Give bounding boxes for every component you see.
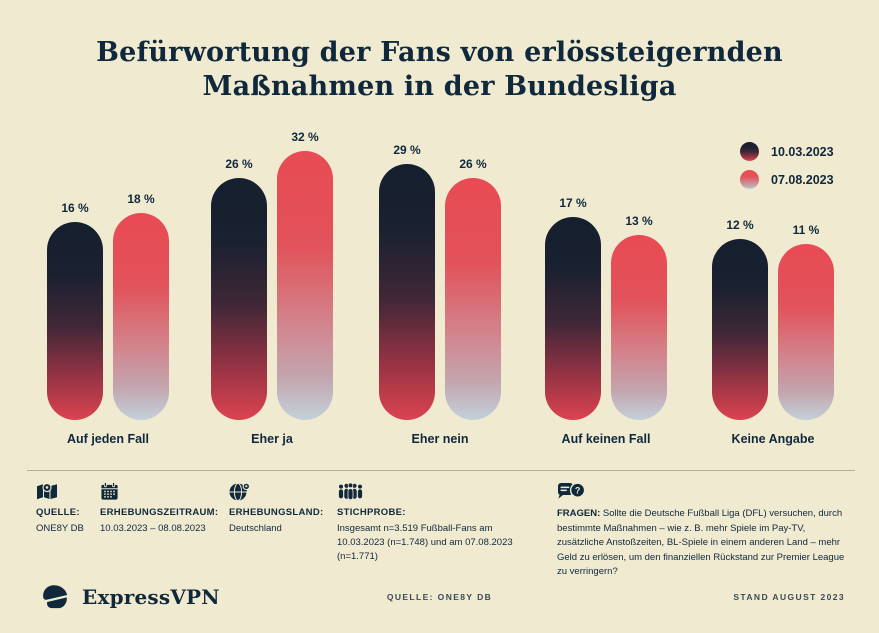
globe-icon [229,482,324,501]
footer-source: QUELLE: ONE8Y DB [36,482,96,536]
bar-10.03.2023 [379,164,435,420]
bar-column: 12 % [712,130,768,420]
footer-question-text: FRAGEN: Sollte die Deutsche Fußball Liga… [557,507,853,580]
category-label: Auf jeden Fall [67,432,149,446]
legend-swatch-august-icon [740,170,759,189]
bar-value-label: 13 % [625,214,653,228]
legend-label-august: 07.08.2023 [771,172,834,187]
map-pin-icon [36,482,96,501]
bar-value-label: 32 % [291,130,319,144]
bar-07.08.2023 [277,151,333,420]
footer-country-label: ERHEBUNGSLAND: [229,507,324,518]
svg-text:?: ? [575,485,581,495]
bar-value-label: 26 % [225,157,253,171]
footer-source-label: QUELLE: [36,507,80,518]
bar-value-label: 11 % [792,223,820,237]
bottom-source-note: QUELLE: ONE8Y DB [386,592,493,602]
footer-sample-value: Insgesamt n=3.519 Fußball-Fans am 10.03.… [337,523,513,562]
bar-10.03.2023 [47,222,103,420]
bar-column: 29 % [379,130,435,420]
chart-legend: 10.03.2023 07.08.2023 [740,142,834,189]
category-label: Eher nein [411,432,469,446]
bar-07.08.2023 [611,235,667,420]
expressvpn-logo-icon [36,582,72,612]
speech-bubbles-icon: ? [557,482,853,501]
bar-value-label: 12 % [726,218,754,232]
bar-group: 16 % 18 % Auf jeden Fall [47,130,169,446]
footer-question: ? FRAGEN: Sollte die Deutsche Fußball Li… [557,482,853,580]
bar-column: 18 % [113,130,169,420]
footer-country-value: Deutschland [229,523,282,534]
legend-item-august: 07.08.2023 [740,170,834,189]
footer-period-label: ERHEBUNGSZEITRAUM: [100,507,219,518]
category-label: Keine Angabe [731,432,815,446]
bar-10.03.2023 [211,178,267,420]
bar-group: 17 % 13 % Auf keinen Fall [545,130,667,446]
bar-group: 12 % 11 % Keine Angabe [712,130,834,446]
footer-sample: STICHPROBE: Insgesamt n=3.519 Fußball-Fa… [337,482,537,564]
bar-07.08.2023 [445,178,501,420]
bar-column: 16 % [47,130,103,420]
bar-column: 32 % [277,130,333,420]
calendar-icon [100,482,220,501]
title-line-2: Maßnahmen in der Bundesliga [202,71,677,102]
brand-logo: ExpressVPN [36,582,220,612]
footer-question-label: FRAGEN: [557,508,601,519]
footer-sample-label: STICHPROBE: [337,507,406,518]
bar-10.03.2023 [712,239,768,420]
category-label: Auf keinen Fall [561,432,651,446]
page-title: Befürwortung der Fans von erlössteigernd… [0,36,879,104]
footer-divider [27,470,855,471]
bar-value-label: 18 % [127,192,155,206]
footer-question-value: Sollte die Deutsche Fußball Liga (DFL) v… [557,508,845,577]
bar-column: 26 % [445,130,501,420]
footer-period-value: 10.03.2023 – 08.08.2023 [100,523,206,534]
category-label: Eher ja [251,432,293,446]
footer-source-value: ONE8Y DB [36,523,84,534]
bar-value-label: 16 % [61,201,89,215]
bar-07.08.2023 [778,244,834,420]
bottom-stand-note: STAND AUGUST 2023 [733,592,845,602]
footer-period: ERHEBUNGSZEITRAUM: 10.03.2023 – 08.08.20… [100,482,220,536]
bar-10.03.2023 [545,217,601,420]
bar-group: 29 % 26 % Eher nein [379,130,501,446]
legend-item-march: 10.03.2023 [740,142,834,161]
bar-column: 26 % [211,130,267,420]
bar-value-label: 17 % [559,196,587,210]
bar-chart: 16 % 18 % Auf jeden Fall 26 % 32 % Eher ja 29 … [0,130,879,446]
legend-label-march: 10.03.2023 [771,144,834,159]
brand-name: ExpressVPN [82,585,220,609]
bar-column: 11 % [778,130,834,420]
bar-column: 17 % [545,130,601,420]
bar-value-label: 29 % [393,143,421,157]
title-line-1: Befürwortung der Fans von erlössteigernd… [96,37,783,68]
bar-value-label: 26 % [459,157,487,171]
bar-07.08.2023 [113,213,169,420]
bar-group: 26 % 32 % Eher ja [211,130,333,446]
people-icon [337,482,537,501]
bar-column: 13 % [611,130,667,420]
legend-swatch-march-icon [740,142,759,161]
footer-country: ERHEBUNGSLAND: Deutschland [229,482,324,536]
